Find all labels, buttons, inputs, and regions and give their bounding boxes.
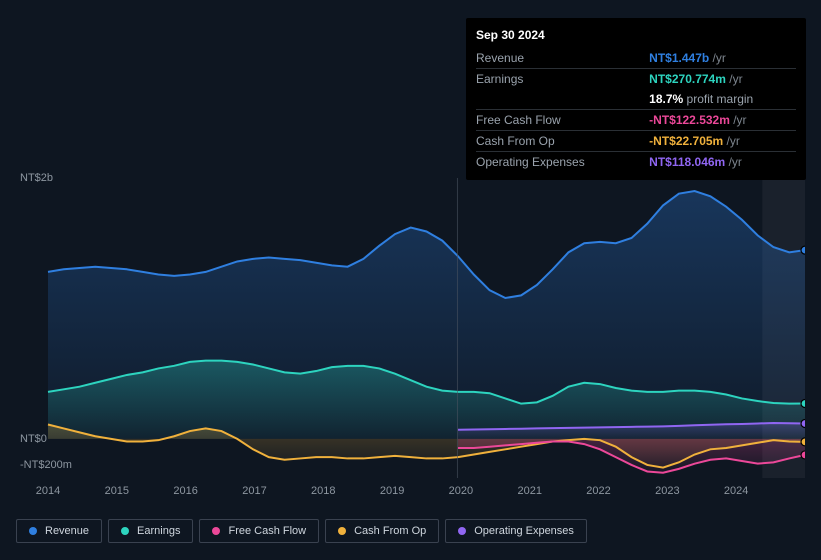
x-axis-label: 2019 — [380, 485, 404, 497]
tooltip-row-label: Earnings — [476, 69, 649, 90]
series-endcap-cash_from_op — [801, 438, 805, 446]
legend-dot-icon — [121, 527, 129, 535]
tooltip-table: RevenueNT$1.447b /yrEarningsNT$270.774m … — [476, 48, 796, 172]
x-axis-label: 2020 — [449, 485, 473, 497]
x-axis-label: 2023 — [655, 485, 679, 497]
x-axis: 2014 2015 2016 2017 2018 2019 2020 2021 2022 2023… — [16, 485, 805, 501]
tooltip-row-value: NT$270.774m /yr — [649, 69, 796, 90]
tooltip-row-label: Cash From Op — [476, 131, 649, 152]
x-axis-label: 2015 — [105, 485, 129, 497]
tooltip-row-label: Revenue — [476, 48, 649, 69]
chart-tooltip: Sep 30 2024 RevenueNT$1.447b /yrEarnings… — [466, 18, 806, 180]
series-endcap-earnings — [801, 400, 805, 408]
series-endcap-revenue — [801, 246, 805, 254]
tooltip-row-value: -NT$122.532m /yr — [649, 110, 796, 131]
tooltip-row: Free Cash Flow-NT$122.532m /yr — [476, 110, 796, 131]
legend: Revenue Earnings Free Cash Flow Cash From O… — [16, 519, 587, 543]
chart-area[interactable]: NT$2b NT$0 -NT$200m — [16, 160, 805, 500]
tooltip-date: Sep 30 2024 — [476, 26, 796, 44]
legend-item-cash_from_op[interactable]: Cash From Op — [325, 519, 439, 543]
y-axis-label: NT$2b — [20, 172, 53, 184]
legend-label: Cash From Op — [354, 525, 426, 537]
legend-label: Earnings — [137, 525, 180, 537]
legend-dot-icon — [212, 527, 220, 535]
series-endcap-free_cash_flow — [801, 451, 805, 459]
tooltip-row: RevenueNT$1.447b /yr — [476, 48, 796, 69]
legend-dot-icon — [29, 527, 37, 535]
series-endcap-operating_expenses — [801, 419, 805, 427]
x-axis-label: 2021 — [517, 485, 541, 497]
tooltip-row: EarningsNT$270.774m /yr — [476, 69, 796, 90]
legend-label: Operating Expenses — [474, 525, 574, 537]
legend-item-operating_expenses[interactable]: Operating Expenses — [445, 519, 587, 543]
x-axis-label: 2018 — [311, 485, 335, 497]
legend-item-earnings[interactable]: Earnings — [108, 519, 193, 543]
tooltip-row: Operating ExpensesNT$118.046m /yr — [476, 152, 796, 173]
x-axis-label: 2014 — [36, 485, 60, 497]
legend-item-revenue[interactable]: Revenue — [16, 519, 102, 543]
tooltip-row-label: Free Cash Flow — [476, 110, 649, 131]
x-axis-label: 2017 — [242, 485, 266, 497]
legend-label: Revenue — [45, 525, 89, 537]
legend-dot-icon — [338, 527, 346, 535]
legend-dot-icon — [458, 527, 466, 535]
x-axis-label: 2016 — [173, 485, 197, 497]
chart-svg — [16, 160, 805, 484]
x-axis-label: 2022 — [586, 485, 610, 497]
tooltip-row-sub: 18.7% profit margin — [476, 89, 796, 110]
legend-label: Free Cash Flow — [228, 525, 306, 537]
y-axis-label: -NT$200m — [20, 459, 72, 471]
y-axis-label: NT$0 — [20, 433, 47, 445]
tooltip-row-value: NT$1.447b /yr — [649, 48, 796, 69]
x-axis-label: 2024 — [724, 485, 748, 497]
tooltip-row: Cash From Op-NT$22.705m /yr — [476, 131, 796, 152]
tooltip-row-value: NT$118.046m /yr — [649, 152, 796, 173]
legend-item-free_cash_flow[interactable]: Free Cash Flow — [199, 519, 319, 543]
tooltip-row-value: -NT$22.705m /yr — [649, 131, 796, 152]
tooltip-row-label: Operating Expenses — [476, 152, 649, 173]
